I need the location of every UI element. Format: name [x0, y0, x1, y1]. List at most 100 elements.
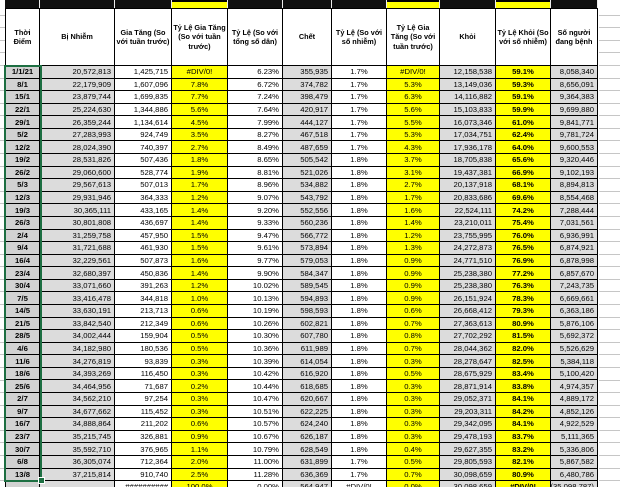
cell[interactable]: 5,692,372 — [551, 330, 598, 343]
cell[interactable]: #DIV/0! — [172, 66, 228, 79]
cell[interactable]: 76.3% — [496, 279, 551, 293]
cell[interactable]: 31,721,688 — [40, 242, 115, 255]
cell[interactable]: 7.24% — [228, 91, 283, 104]
cell[interactable]: 7.64% — [228, 103, 283, 117]
cell[interactable]: 2.0% — [172, 455, 228, 469]
cell[interactable]: 34,002,444 — [40, 330, 115, 343]
cell[interactable]: 34,677,662 — [40, 405, 115, 419]
cell[interactable]: 344,818 — [115, 292, 172, 305]
header-infected[interactable]: Bị Nhiễm — [40, 8, 115, 66]
cell[interactable]: 1.8% — [332, 330, 387, 343]
cell[interactable]: 25,224,630 — [40, 103, 115, 117]
cell[interactable]: 21/5 — [5, 317, 40, 331]
cell[interactable]: 6.72% — [228, 78, 283, 92]
cell[interactable]: 1.7% — [332, 66, 387, 79]
cell[interactable]: 23/4 — [5, 267, 40, 280]
cell[interactable]: 614,054 — [283, 355, 332, 368]
cell[interactable]: 444,127 — [283, 116, 332, 129]
cell[interactable]: 20,833,686 — [440, 191, 496, 205]
cell[interactable]: 82.0% — [496, 342, 551, 356]
cell[interactable]: 61.0% — [496, 116, 551, 129]
cell[interactable]: 5.5% — [387, 116, 440, 129]
cell[interactable]: 30,098,659 — [440, 481, 496, 487]
cell[interactable]: 83.4% — [496, 367, 551, 381]
cell[interactable]: 1.7% — [332, 141, 387, 155]
cell[interactable]: 26,359,244 — [40, 116, 115, 129]
cell[interactable]: 505,542 — [283, 154, 332, 167]
cell[interactable]: 5,336,806 — [551, 443, 598, 456]
cell[interactable]: 79.3% — [496, 304, 551, 318]
cell[interactable]: 1,607,096 — [115, 78, 172, 92]
cell[interactable]: 564,947 — [283, 481, 332, 487]
cell[interactable]: 16/4 — [5, 254, 40, 268]
cell[interactable]: 1.7% — [332, 78, 387, 92]
cell[interactable]: 10.19% — [228, 304, 283, 318]
cell[interactable]: 0.6% — [172, 304, 228, 318]
cell[interactable]: 12,158,538 — [440, 66, 496, 79]
cell[interactable]: 59.1% — [496, 91, 551, 104]
cell[interactable]: 0.6% — [172, 317, 228, 331]
cell[interactable]: 29/1 — [5, 116, 40, 129]
cell[interactable]: 1.8% — [332, 405, 387, 419]
cell[interactable]: 528,774 — [115, 166, 172, 180]
cell[interactable]: 71,687 — [115, 380, 172, 394]
cell[interactable]: 1,344,886 — [115, 103, 172, 117]
cell[interactable]: 75.4% — [496, 216, 551, 230]
cell[interactable]: 1.3% — [387, 242, 440, 255]
header-weekly-increase[interactable]: Gia Tăng (So với tuần trước) — [115, 8, 172, 66]
cell[interactable]: 1.4% — [172, 204, 228, 217]
cell[interactable]: 8.81% — [228, 166, 283, 180]
cell[interactable]: 29,627,355 — [440, 443, 496, 456]
cell[interactable]: 9.77% — [228, 254, 283, 268]
cell[interactable]: 1.8% — [332, 292, 387, 305]
cell[interactable]: 1.4% — [172, 216, 228, 230]
cell[interactable]: 34,393,269 — [40, 367, 115, 381]
cell[interactable]: 8.65% — [228, 154, 283, 167]
cell[interactable]: 69.6% — [496, 191, 551, 205]
cell[interactable]: 0.2% — [172, 380, 228, 394]
cell[interactable]: 82.1% — [496, 455, 551, 469]
cell[interactable]: 326,881 — [115, 430, 172, 444]
cell[interactable] — [5, 481, 40, 487]
cell[interactable] — [40, 481, 115, 487]
cell[interactable]: 5.6% — [387, 103, 440, 117]
cell[interactable]: 467,518 — [283, 128, 332, 142]
cell[interactable]: 36,305,074 — [40, 455, 115, 469]
cell[interactable]: 211,202 — [115, 418, 172, 431]
cell[interactable]: 1.7% — [387, 191, 440, 205]
cell[interactable]: 6,480,786 — [551, 468, 598, 482]
cell[interactable]: 30,801,808 — [40, 216, 115, 230]
cell[interactable]: 7,243,735 — [551, 279, 598, 293]
cell[interactable]: 1.4% — [172, 267, 228, 280]
cell[interactable]: 0.7% — [387, 468, 440, 482]
cell[interactable]: 30,365,111 — [40, 204, 115, 217]
cell[interactable]: 9,102,193 — [551, 166, 598, 180]
cell[interactable]: 391,263 — [115, 279, 172, 293]
cell[interactable]: 33,416,478 — [40, 292, 115, 305]
cell[interactable]: 8.96% — [228, 179, 283, 192]
cell[interactable]: 1.6% — [387, 204, 440, 217]
cell[interactable]: 30/7 — [5, 443, 40, 456]
cell[interactable]: 9,699,880 — [551, 103, 598, 117]
cell[interactable]: 374,782 — [283, 78, 332, 92]
header-death-weekly-increase-rate[interactable]: Tỷ Lệ Gia Tăng (So với tuần trước) — [387, 8, 440, 66]
cell[interactable]: 64.0% — [496, 141, 551, 155]
cell[interactable]: 9.33% — [228, 216, 283, 230]
cell[interactable]: 77.2% — [496, 267, 551, 280]
cell[interactable]: 9,600,553 — [551, 141, 598, 155]
cell[interactable]: 159,904 — [115, 330, 172, 343]
cell[interactable]: 4.3% — [387, 141, 440, 155]
cell[interactable]: 355,935 — [283, 66, 332, 79]
cell[interactable]: 5,111,365 — [551, 430, 598, 444]
cell[interactable]: 84.1% — [496, 418, 551, 431]
cell[interactable]: 8,554,468 — [551, 191, 598, 205]
cell[interactable]: 628,549 — [283, 443, 332, 456]
cell[interactable]: 11.00% — [228, 455, 283, 469]
cell[interactable]: 622,225 — [283, 405, 332, 419]
cell[interactable]: 28,675,929 — [440, 367, 496, 381]
cell[interactable]: 5.6% — [172, 103, 228, 117]
cell[interactable]: 17,034,751 — [440, 128, 496, 142]
cell[interactable]: 76.9% — [496, 254, 551, 268]
cell[interactable]: 7,031,561 — [551, 216, 598, 230]
cell[interactable]: 1.7% — [332, 91, 387, 104]
